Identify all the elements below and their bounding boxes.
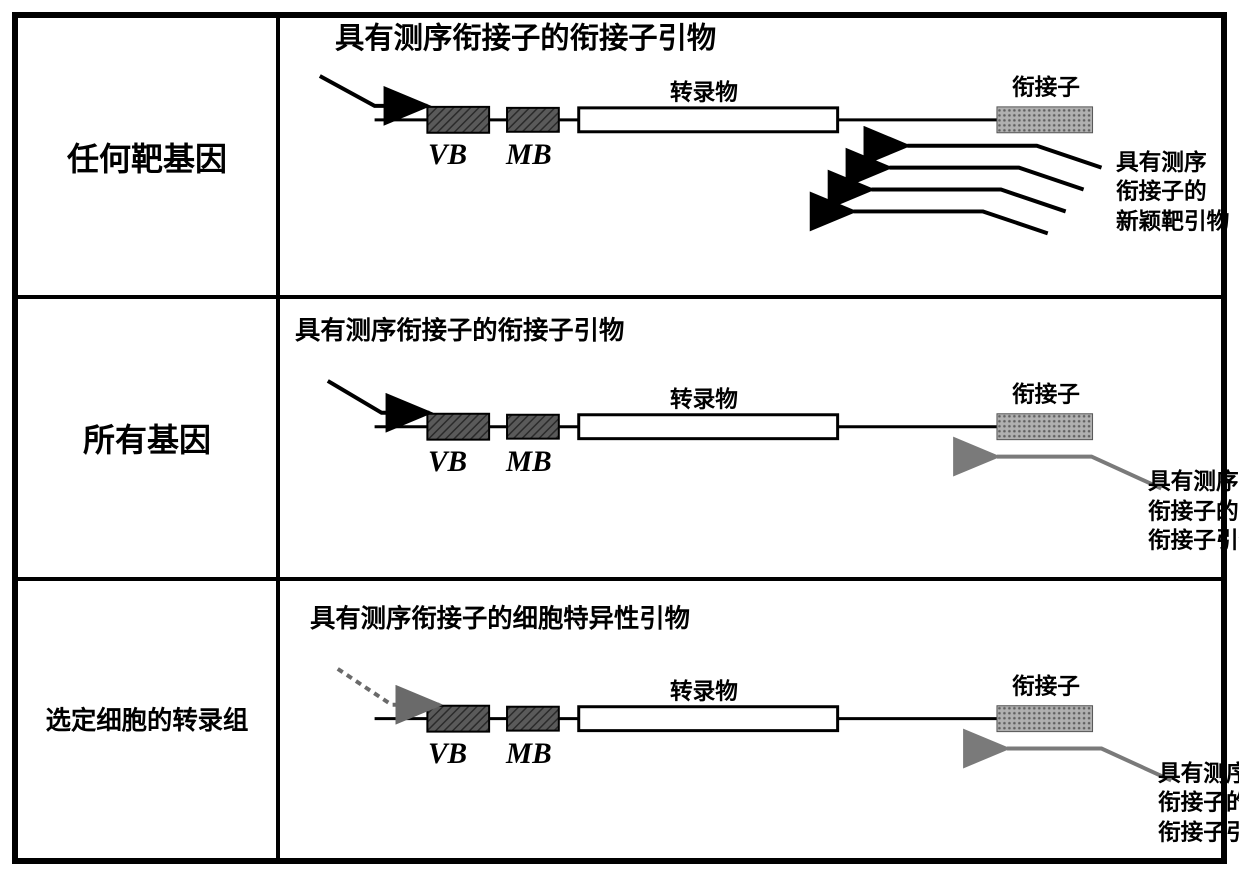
- mb-label-1: MB: [506, 136, 552, 174]
- vb-box-2: [427, 414, 489, 440]
- adapter-label-2: 衔接子: [1012, 380, 1080, 409]
- right-primers-label-2: 具有测序 衔接子的 衔接子引物: [1148, 467, 1239, 555]
- adapter-label-1: 衔接子: [1012, 73, 1080, 102]
- transcript-label-1: 转录物: [670, 78, 738, 107]
- right-primer-single-3: [1007, 748, 1171, 780]
- right-primer-single-2: [997, 457, 1161, 489]
- panel-3-title: 具有测序衔接子的细胞特异性引物: [310, 603, 690, 636]
- transcript-label-2: 转录物: [670, 385, 738, 414]
- adapter-box: [997, 107, 1093, 133]
- row-label-3: 选定细胞的转录组: [46, 701, 249, 737]
- row-label-1: 任何靶基因: [67, 134, 227, 180]
- mb-label-2: MB: [506, 443, 552, 481]
- diagram-cell-1: 具有测序衔接子的衔接子引物 VB MB 转录物 衔接子 具有测序 衔接子的 新颖…: [278, 16, 1223, 297]
- right-primer-3: [871, 190, 1065, 212]
- row-label-2: 所有基因: [83, 415, 211, 461]
- panel-1-svg: [280, 18, 1221, 295]
- panel-1-title: 具有测序衔接子的衔接子引物: [335, 20, 716, 58]
- left-primer-arrow: [320, 76, 428, 106]
- right-primer-4: [854, 211, 1048, 233]
- transcript-label-3: 转录物: [670, 677, 738, 706]
- mb-label-3: MB: [506, 735, 552, 773]
- adapter-box-3: [997, 705, 1093, 731]
- right-primers-label-3: 具有测序 衔接子的 衔接子引物: [1158, 759, 1239, 847]
- mb-box-3: [507, 706, 559, 730]
- left-primer-arrow-3: [338, 669, 440, 705]
- vb-label-2: VB: [428, 443, 467, 481]
- adapter-box-2: [997, 414, 1093, 440]
- left-primer-arrow-2: [328, 381, 430, 413]
- figure-grid: 任何靶基因: [12, 12, 1227, 864]
- diagram-cell-3: 具有测序衔接子的细胞特异性引物 VB MB 转录物 衔接子 具有测序 衔接子的 …: [278, 579, 1223, 860]
- diagram-cell-2: 具有测序衔接子的衔接子引物 VB MB 转录物 衔接子 具有测序 衔接子的 衔接…: [278, 297, 1223, 578]
- right-primers-label-1: 具有测序 衔接子的 新颖靶引物: [1116, 148, 1229, 236]
- panel-2-title: 具有测序衔接子的衔接子引物: [295, 315, 624, 348]
- adapter-label-3: 衔接子: [1012, 672, 1080, 701]
- transcript-box-3: [579, 706, 838, 730]
- vb-box: [427, 107, 489, 133]
- vb-label-3: VB: [428, 735, 467, 773]
- transcript-box-2: [579, 415, 838, 439]
- vb-box-3: [427, 705, 489, 731]
- right-primer-2: [889, 168, 1083, 190]
- row-label-cell-2: 所有基因: [16, 297, 278, 578]
- row-label-cell-1: 任何靶基因: [16, 16, 278, 297]
- transcript-box: [579, 108, 838, 132]
- mb-box-2: [507, 415, 559, 439]
- row-label-cell-3: 选定细胞的转录组: [16, 579, 278, 860]
- vb-label-1: VB: [428, 136, 467, 174]
- mb-box: [507, 108, 559, 132]
- right-primer-1: [907, 146, 1101, 168]
